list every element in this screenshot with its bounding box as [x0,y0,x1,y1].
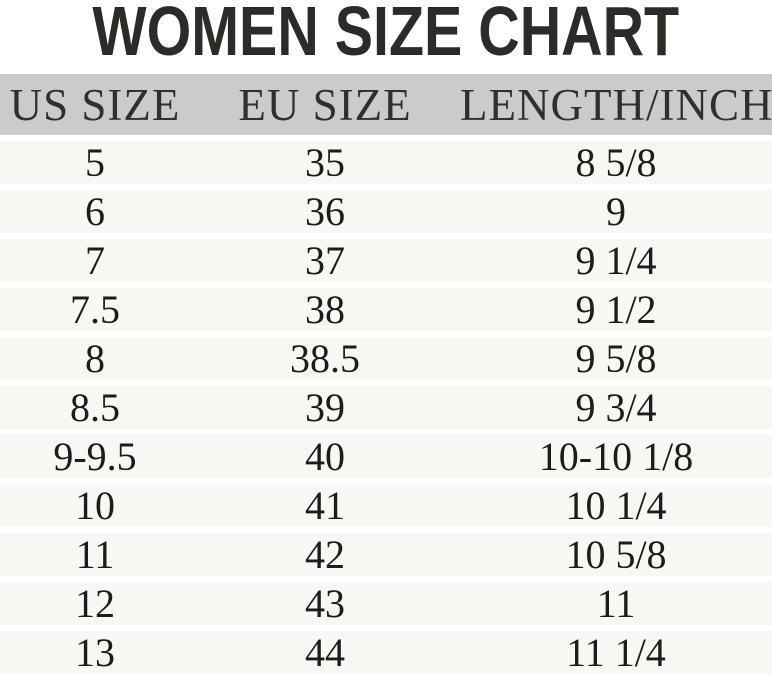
cell-eu-size: 38.5 [290,335,360,381]
cell-us-size: 7.5 [70,286,120,332]
table-row: 5 35 8 5/8 [0,141,772,184]
cell-eu-size: 42 [305,531,345,577]
table-row: 7.5 38 9 1/2 [0,288,772,331]
cell-us-size: 11 [75,531,115,577]
cell-length-inch: 8 5/8 [575,139,657,185]
cell-us-size: 5 [85,139,105,185]
table-row: 8 38.5 9 5/8 [0,337,772,380]
cell-length-inch: 9 [606,188,626,234]
cell-us-size: 10 [75,482,115,528]
cell-length-inch: 10-10 1/8 [538,433,694,479]
table-row: 11 42 10 5/8 [0,533,772,576]
cell-length-inch: 9 3/4 [575,384,657,430]
column-header-us-size: US SIZE [9,79,181,130]
page-title: WOMEN SIZE CHART [92,0,680,70]
cell-length-inch: 11 1/4 [566,629,666,675]
table-row: 10 41 10 1/4 [0,484,772,527]
cell-eu-size: 44 [305,629,345,675]
cell-us-size: 6 [85,188,105,234]
cell-us-size: 9-9.5 [53,433,137,479]
table-row: 12 43 11 [0,582,772,625]
table-row: 7 37 9 1/4 [0,239,772,282]
cell-eu-size: 43 [305,580,345,626]
cell-length-inch: 9 1/4 [575,237,657,283]
cell-us-size: 13 [75,629,115,675]
column-header-length-inch: LENGTH/INCH [460,79,772,130]
cell-eu-size: 41 [305,482,345,528]
cell-eu-size: 39 [305,384,345,430]
cell-eu-size: 38 [305,286,345,332]
cell-us-size: 7 [85,237,105,283]
cell-length-inch: 10 1/4 [565,482,667,528]
table-row: 9-9.5 40 10-10 1/8 [0,435,772,478]
cell-eu-size: 35 [305,139,345,185]
title-bar: WOMEN SIZE CHART [0,0,772,74]
cell-length-inch: 10 5/8 [565,531,667,577]
table-header-row: US SIZE EU SIZE LENGTH/INCH [0,74,772,135]
table-body: 5 35 8 5/8 6 36 9 7 37 9 1/4 7.5 38 9 1/2 8 38.5 9 5/8… [0,141,772,674]
cell-eu-size: 40 [305,433,345,479]
cell-length-inch: 9 5/8 [575,335,657,381]
cell-us-size: 8 [85,335,105,381]
cell-us-size: 12 [75,580,115,626]
table-row: 13 44 11 1/4 [0,631,772,674]
cell-eu-size: 36 [305,188,345,234]
table-row: 6 36 9 [0,190,772,233]
table-row: 8.5 39 9 3/4 [0,386,772,429]
cell-length-inch: 11 [596,580,636,626]
cell-eu-size: 37 [305,237,345,283]
cell-us-size: 8.5 [70,384,120,430]
column-header-eu-size: EU SIZE [238,79,412,130]
cell-length-inch: 9 1/2 [575,286,657,332]
